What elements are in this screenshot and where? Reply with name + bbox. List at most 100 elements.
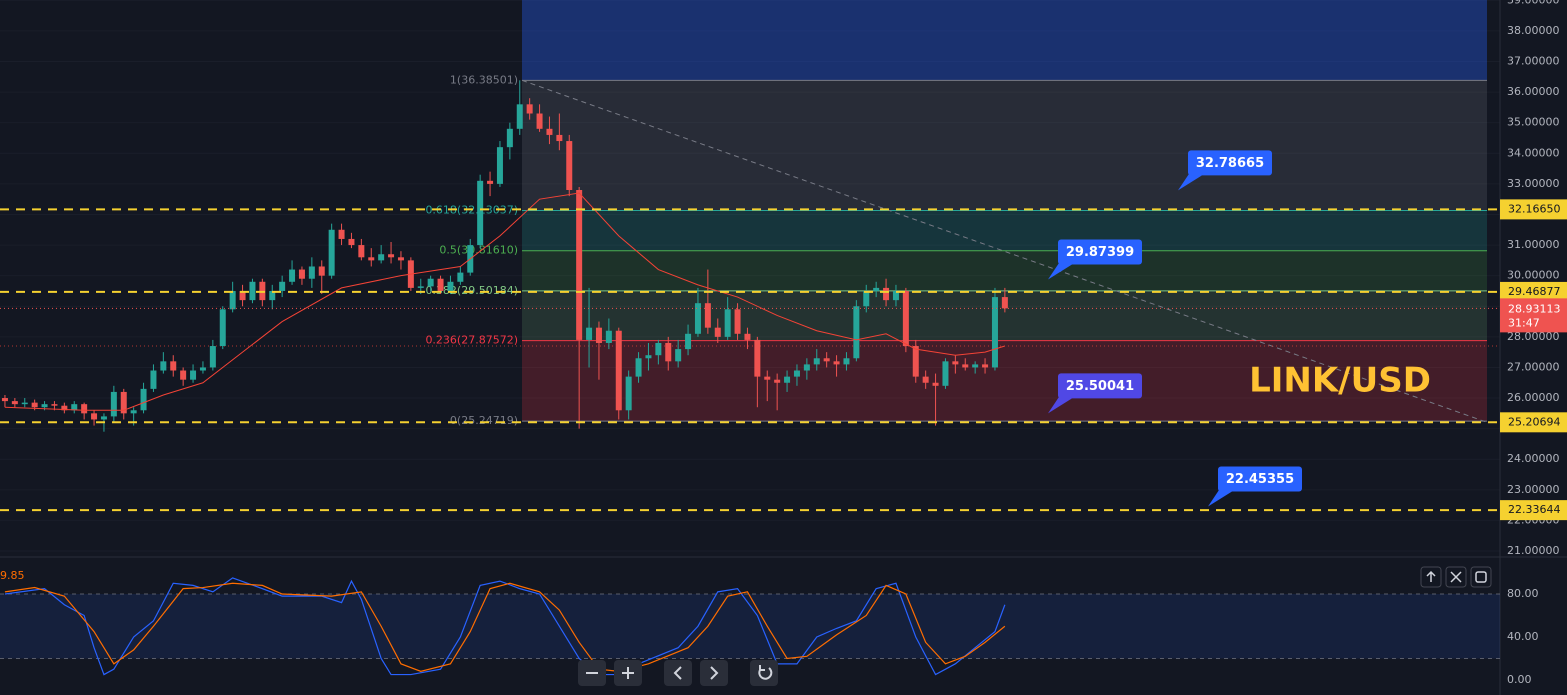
candle-body: [793, 370, 800, 377]
candle-body: [526, 104, 533, 114]
callout-box: [1058, 373, 1142, 399]
candle-body: [566, 141, 573, 190]
candle-body: [437, 278, 444, 291]
candle-body: [625, 376, 632, 411]
candle-body: [744, 333, 751, 340]
candle-body: [199, 367, 206, 371]
candle-body: [447, 281, 454, 291]
countdown-label: 31:47: [1508, 316, 1540, 329]
y-tick-label: 38.00000: [1507, 24, 1560, 37]
candle-body: [784, 376, 791, 383]
candle-body: [952, 361, 959, 365]
candle-body: [170, 361, 177, 371]
move-up-icon: [1426, 570, 1436, 582]
candle-body: [774, 379, 781, 383]
candle-body: [61, 405, 68, 411]
candle-body: [595, 327, 602, 343]
candle-body: [516, 104, 523, 129]
candle-body: [71, 404, 78, 411]
candle-body: [477, 180, 484, 246]
candle-body: [704, 303, 711, 328]
y-tick-label: 31.00000: [1507, 238, 1560, 251]
candle-body: [496, 147, 503, 184]
fib-zone: [522, 80, 1487, 211]
level-price-tag: [1500, 281, 1567, 302]
y-tick-label: 37.00000: [1507, 54, 1560, 67]
y-tick-label: 27.00000: [1507, 360, 1560, 373]
candle-body: [289, 269, 296, 282]
scroll-right-button[interactable]: [700, 660, 728, 686]
candle-body: [982, 364, 989, 368]
candle-body: [308, 266, 315, 279]
scroll-left-icon: [673, 666, 682, 680]
fib-label: 0.5(30.81610): [439, 244, 518, 257]
zoom-controls: [578, 660, 778, 686]
fib-top-zone: [522, 0, 1487, 81]
candle-body: [1001, 297, 1008, 309]
level-price-label: 25.20694: [1508, 415, 1561, 428]
oscillator-tick-label: 80.00: [1507, 587, 1539, 600]
candle-body: [536, 113, 543, 129]
candle-body: [586, 327, 593, 340]
maximize-pane-button[interactable]: [1470, 566, 1492, 588]
callout-label: 25.50041: [1066, 379, 1134, 394]
candle-body: [298, 269, 305, 279]
fib-zone: [522, 340, 1487, 422]
candle-body: [714, 327, 721, 337]
callout-box: [1058, 239, 1142, 265]
y-tick-label: 33.00000: [1507, 177, 1560, 190]
candle-body: [892, 290, 899, 301]
candle-body: [615, 330, 622, 411]
candle-body: [388, 254, 395, 258]
candle-body: [972, 364, 979, 368]
level-price-tag: [1500, 199, 1567, 220]
oscillator-tick-label: 40.00: [1507, 630, 1539, 643]
candle-body: [1, 398, 8, 402]
candle-body: [150, 370, 157, 389]
y-tick-label: 39.00000: [1507, 0, 1560, 6]
y-tick-label: 24.00000: [1507, 452, 1560, 465]
scroll-left-button[interactable]: [664, 660, 692, 686]
reset-button[interactable]: [750, 660, 778, 686]
candle-body: [546, 128, 553, 135]
level-price-tag: [1500, 412, 1567, 433]
y-tick-label: 26.00000: [1507, 391, 1560, 404]
y-tick-label: 36.00000: [1507, 85, 1560, 98]
y-tick-label: 30.00000: [1507, 269, 1560, 282]
candle-body: [249, 281, 256, 301]
candle-body: [853, 306, 860, 359]
candle-body: [219, 309, 226, 347]
oscillator-line-d: [4, 582, 1006, 672]
candle-body: [397, 257, 404, 261]
callout-label: 32.78665: [1196, 156, 1264, 171]
candle-body: [91, 413, 98, 420]
candle-body: [605, 330, 612, 343]
candle-body: [754, 339, 761, 377]
pane-controls: [1420, 566, 1492, 588]
candle-body: [417, 286, 424, 288]
candle-body: [734, 309, 741, 334]
candle-body: [180, 370, 187, 380]
candle-body: [229, 290, 236, 310]
callout-pointer: [1048, 395, 1072, 414]
candle-body: [645, 355, 652, 359]
candle-body: [823, 358, 830, 362]
reset-icon: [758, 665, 773, 680]
oscillator-line-k: [4, 577, 1006, 676]
candle-body: [922, 376, 929, 383]
candle-body: [813, 358, 820, 365]
y-tick-label: 23.00000: [1507, 483, 1560, 496]
candle-body: [764, 376, 771, 380]
maximize-pane-icon: [1475, 571, 1487, 583]
candle-body: [190, 370, 197, 380]
y-tick-label: 28.00000: [1507, 330, 1560, 343]
current-price-label: 28.93113: [1508, 302, 1561, 315]
candle-body: [635, 358, 642, 377]
callout-label: 29.87399: [1066, 245, 1134, 260]
candle-body: [675, 349, 682, 362]
candle-body: [41, 404, 48, 408]
candle-body: [160, 361, 167, 371]
callout-pointer: [1178, 172, 1202, 191]
candle-body: [803, 364, 810, 371]
